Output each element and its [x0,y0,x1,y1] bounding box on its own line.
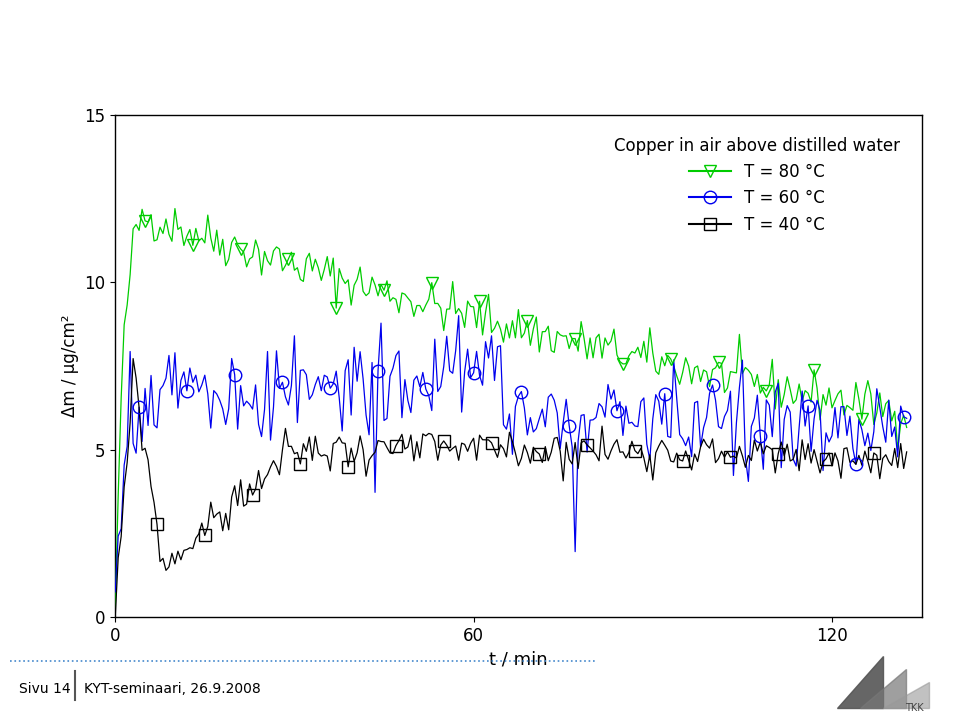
Text: TULOKSIA, hapettuminen kosteassa ilmassa: TULOKSIA, hapettuminen kosteassa ilmassa [21,34,745,62]
Text: Sivu 14: Sivu 14 [19,682,71,696]
Text: KYT-seminaari, 26.9.2008: KYT-seminaari, 26.9.2008 [84,682,261,696]
Y-axis label: Δm / μg/cm²: Δm / μg/cm² [60,315,79,417]
Legend: T = 80 °C, T = 60 °C, T = 40 °C: T = 80 °C, T = 60 °C, T = 40 °C [601,123,913,247]
Polygon shape [860,669,906,708]
Polygon shape [837,656,883,708]
Text: TKK: TKK [905,703,924,713]
Polygon shape [883,682,929,708]
X-axis label: t / min: t / min [489,651,548,668]
